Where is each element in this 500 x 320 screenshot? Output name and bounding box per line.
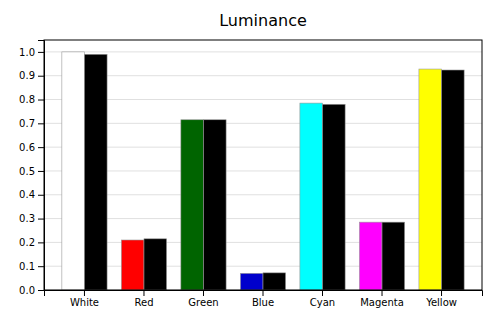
- tick: 0.8: [19, 94, 44, 105]
- tick-label: Yellow: [425, 297, 457, 308]
- tick-label: 0.9: [19, 70, 35, 81]
- bar: [300, 103, 323, 290]
- tick-mark: [38, 123, 44, 124]
- tick: Green: [188, 290, 218, 308]
- bar: [240, 273, 263, 290]
- tick: 0.6: [19, 142, 44, 153]
- tick-mark: [38, 195, 44, 196]
- tick-label: Red: [134, 297, 153, 308]
- bar: [121, 240, 144, 290]
- grid-line: [44, 75, 482, 76]
- y-axis: 0.0 0.1 0.2 0.3 0.4 0.5 0.6 0.7 0.8 0.9 1.0: [19, 41, 44, 296]
- tick-label: 0.3: [19, 213, 35, 224]
- tick-label: 0.1: [19, 261, 35, 272]
- tick-mark: [441, 290, 442, 296]
- tick: 0.3: [19, 213, 44, 224]
- tick: 1.0: [19, 47, 44, 58]
- grid-line: [44, 123, 482, 124]
- grid-line: [44, 170, 482, 171]
- tick-label: 0.0: [19, 285, 35, 296]
- bar-series: [62, 52, 442, 290]
- bar: [323, 104, 346, 290]
- title: Luminance: [219, 11, 307, 30]
- tick-label: Cyan: [310, 297, 335, 308]
- bars: [62, 52, 464, 290]
- tick: 0.9: [19, 70, 44, 81]
- bar: [144, 239, 167, 290]
- tick: 0.4: [19, 189, 44, 200]
- tick: White: [70, 290, 99, 308]
- tick-label: White: [70, 297, 99, 308]
- tick-mark: [38, 219, 44, 220]
- tick: Cyan: [310, 290, 335, 308]
- tick-mark: [38, 76, 44, 77]
- tick-mark: [38, 52, 44, 53]
- bar: [419, 69, 442, 290]
- tick: 0.5: [19, 166, 44, 177]
- bar: [382, 222, 405, 290]
- tick-mark: [203, 290, 204, 296]
- bar: [442, 70, 465, 290]
- tick-mark: [38, 242, 44, 243]
- tick-mark: [38, 171, 44, 172]
- tick-mark: [263, 290, 264, 296]
- grid-line: [44, 99, 482, 100]
- tick-mark: [143, 290, 144, 296]
- grid-line: [44, 218, 482, 219]
- bar-series: [84, 54, 464, 290]
- axis-line: [45, 291, 483, 297]
- tick-mark: [38, 266, 44, 267]
- grid: [44, 52, 482, 290]
- tick-label: 0.8: [19, 94, 35, 105]
- bar: [62, 52, 85, 290]
- tick: Red: [134, 290, 153, 308]
- axis-line: [38, 41, 45, 291]
- tick-label: Blue: [252, 297, 274, 308]
- tick-label: 1.0: [19, 47, 35, 58]
- plot: 0.0 0.1 0.2 0.3 0.4 0.5 0.6 0.7 0.8 0.9 1.0 White Re…: [19, 40, 482, 308]
- tick: 0.0: [19, 285, 44, 296]
- plot-frame: [44, 40, 482, 290]
- tick-mark: [382, 290, 383, 296]
- tick: 0.1: [19, 261, 44, 272]
- tick-label: 0.6: [19, 142, 35, 153]
- grid-line: [44, 51, 482, 52]
- tick: 0.7: [19, 118, 44, 129]
- tick-label: 0.7: [19, 118, 35, 129]
- bar: [181, 120, 204, 290]
- tick: Blue: [252, 290, 274, 308]
- tick-mark: [38, 290, 44, 291]
- tick-label: 0.5: [19, 166, 35, 177]
- tick-mark: [322, 290, 323, 296]
- bar: [359, 222, 382, 290]
- bar: [84, 54, 107, 290]
- tick: Yellow: [425, 290, 457, 308]
- tick-label: Magenta: [360, 297, 404, 308]
- x-axis: White Red Green Blue Cyan Magenta Yellow: [45, 290, 483, 308]
- chart: 0.0 0.1 0.2 0.3 0.4 0.5 0.6 0.7 0.8 0.9 1.0 White Re…: [0, 0, 500, 320]
- grid-line: [44, 266, 482, 267]
- tick-mark: [38, 100, 44, 101]
- tick: Magenta: [360, 290, 404, 308]
- tick-label: Green: [188, 297, 218, 308]
- grid-line: [44, 242, 482, 243]
- grid-line: [44, 194, 482, 195]
- tick-mark: [38, 147, 44, 148]
- bar: [263, 273, 286, 290]
- grid-line: [44, 147, 482, 148]
- bar: [203, 120, 226, 290]
- tick-label: 0.4: [19, 189, 35, 200]
- tick-mark: [84, 290, 85, 296]
- tick: 0.2: [19, 237, 44, 248]
- tick-label: 0.2: [19, 237, 35, 248]
